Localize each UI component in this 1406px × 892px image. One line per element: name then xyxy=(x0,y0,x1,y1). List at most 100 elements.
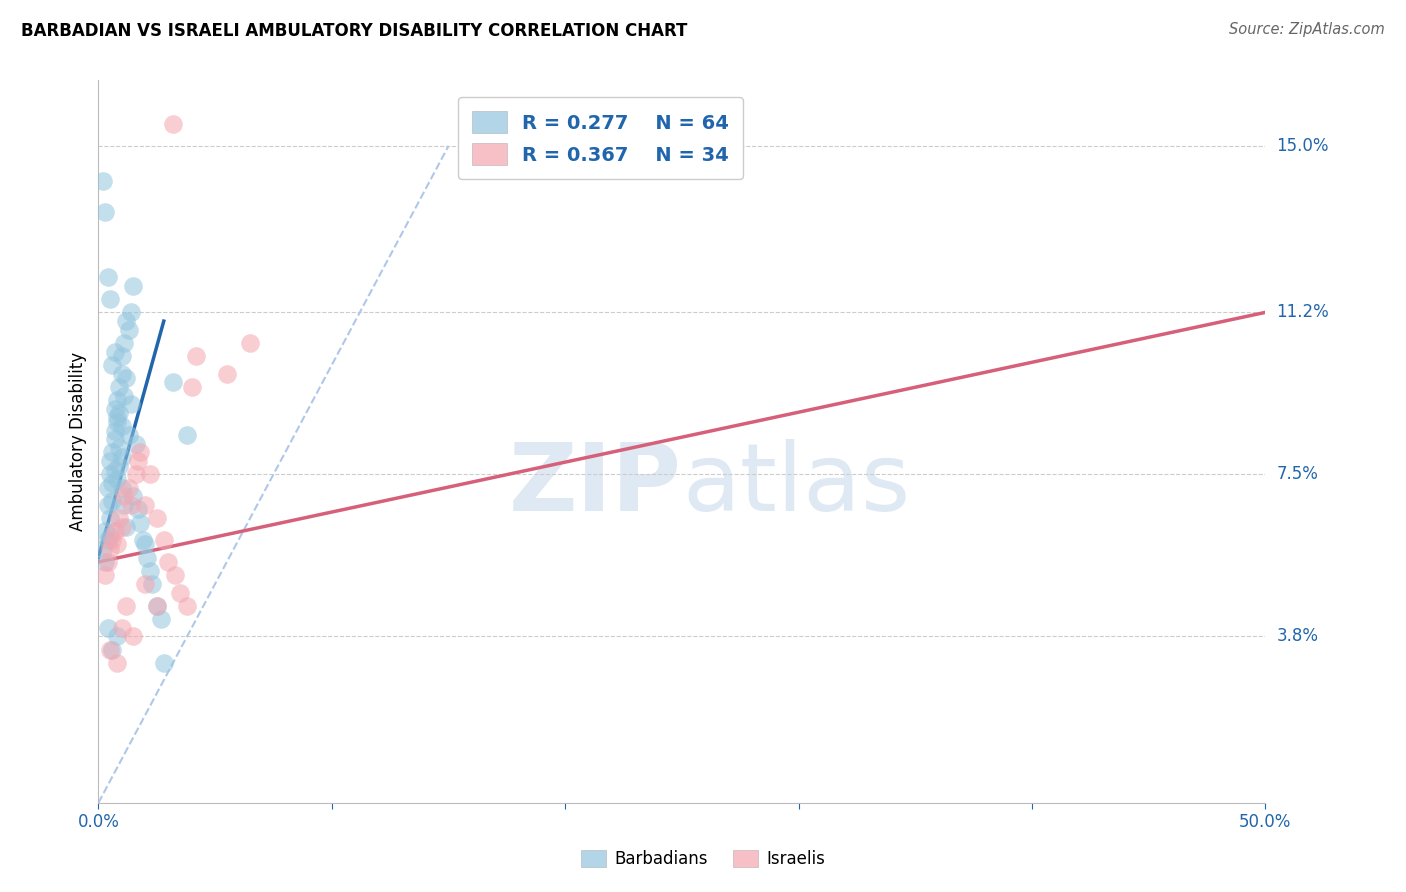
Point xyxy=(94,568,117,582)
Point xyxy=(127,502,149,516)
Point xyxy=(101,358,124,372)
Point xyxy=(141,577,163,591)
Point xyxy=(125,467,148,482)
Point xyxy=(134,537,156,551)
Text: 15.0%: 15.0% xyxy=(1277,137,1329,155)
Point xyxy=(101,533,124,547)
Point xyxy=(115,371,138,385)
Text: 7.5%: 7.5% xyxy=(1277,466,1319,483)
Point xyxy=(122,279,145,293)
Point xyxy=(157,555,180,569)
Point xyxy=(105,537,128,551)
Point xyxy=(98,642,121,657)
Point xyxy=(120,305,142,319)
Point xyxy=(112,388,135,402)
Point xyxy=(162,117,184,131)
Point xyxy=(115,599,138,613)
Text: 11.2%: 11.2% xyxy=(1277,303,1329,321)
Text: BARBADIAN VS ISRAELI AMBULATORY DISABILITY CORRELATION CHART: BARBADIAN VS ISRAELI AMBULATORY DISABILI… xyxy=(21,22,688,40)
Point xyxy=(105,392,128,407)
Point xyxy=(94,524,117,539)
Point xyxy=(91,541,114,556)
Point xyxy=(104,424,127,438)
Point xyxy=(186,349,208,363)
Point xyxy=(139,467,162,482)
Legend: R = 0.277    N = 64, R = 0.367    N = 34: R = 0.277 N = 64, R = 0.367 N = 34 xyxy=(458,97,742,179)
Point xyxy=(120,397,142,411)
Point xyxy=(146,511,169,525)
Point xyxy=(108,511,131,525)
Y-axis label: Ambulatory Disability: Ambulatory Disability xyxy=(69,352,87,531)
Point xyxy=(97,498,120,512)
Point xyxy=(122,629,145,643)
Point xyxy=(98,529,121,543)
Point xyxy=(150,612,173,626)
Point xyxy=(146,599,169,613)
Point xyxy=(108,458,131,473)
Point xyxy=(129,445,152,459)
Point xyxy=(108,406,131,420)
Point xyxy=(108,441,131,455)
Point xyxy=(101,476,124,491)
Point xyxy=(120,498,142,512)
Point xyxy=(129,516,152,530)
Point xyxy=(101,642,124,657)
Point xyxy=(139,564,162,578)
Point xyxy=(115,314,138,328)
Point xyxy=(104,463,127,477)
Point xyxy=(97,270,120,285)
Point xyxy=(98,541,121,556)
Point xyxy=(134,498,156,512)
Point xyxy=(104,433,127,447)
Point xyxy=(104,401,127,416)
Point xyxy=(118,428,141,442)
Point xyxy=(132,533,155,547)
Point xyxy=(239,336,262,351)
Point xyxy=(104,524,127,539)
Point xyxy=(112,489,135,503)
Point xyxy=(111,621,134,635)
Point xyxy=(127,454,149,468)
Point xyxy=(105,656,128,670)
Point xyxy=(111,450,134,464)
Point xyxy=(146,599,169,613)
Point xyxy=(111,419,134,434)
Point xyxy=(98,511,121,525)
Legend: Barbadians, Israelis: Barbadians, Israelis xyxy=(574,843,832,875)
Point xyxy=(94,555,117,569)
Point xyxy=(169,585,191,599)
Point xyxy=(122,489,145,503)
Point xyxy=(115,520,138,534)
Point xyxy=(176,428,198,442)
Point xyxy=(97,621,120,635)
Point xyxy=(97,481,120,495)
Point xyxy=(97,533,120,547)
Point xyxy=(111,481,134,495)
Point xyxy=(125,436,148,450)
Point xyxy=(105,472,128,486)
Point xyxy=(112,336,135,351)
Point xyxy=(215,367,238,381)
Point xyxy=(94,204,117,219)
Point xyxy=(112,498,135,512)
Point xyxy=(152,533,174,547)
Text: 3.8%: 3.8% xyxy=(1277,627,1319,646)
Point xyxy=(105,629,128,643)
Text: Source: ZipAtlas.com: Source: ZipAtlas.com xyxy=(1229,22,1385,37)
Point xyxy=(97,555,120,569)
Point xyxy=(98,467,121,482)
Point xyxy=(101,445,124,459)
Point xyxy=(165,568,187,582)
Point xyxy=(98,292,121,306)
Point xyxy=(118,323,141,337)
Point xyxy=(118,481,141,495)
Point xyxy=(108,380,131,394)
Point xyxy=(111,349,134,363)
Point xyxy=(134,577,156,591)
Point xyxy=(111,520,134,534)
Point xyxy=(91,174,114,188)
Point xyxy=(101,493,124,508)
Text: atlas: atlas xyxy=(682,439,910,531)
Point xyxy=(105,415,128,429)
Point xyxy=(98,454,121,468)
